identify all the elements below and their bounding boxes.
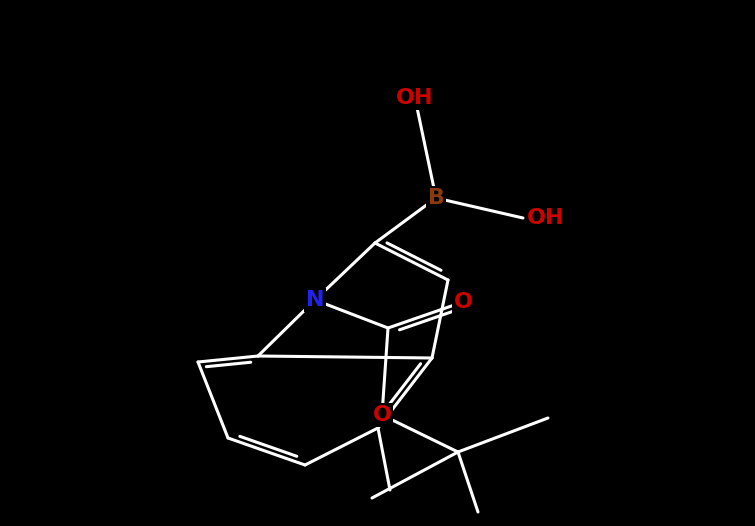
Text: O: O bbox=[372, 405, 392, 425]
Text: OH: OH bbox=[396, 88, 434, 108]
Text: O: O bbox=[454, 292, 473, 312]
Text: OH: OH bbox=[527, 208, 565, 228]
Text: N: N bbox=[306, 290, 324, 310]
Text: B: B bbox=[427, 188, 445, 208]
